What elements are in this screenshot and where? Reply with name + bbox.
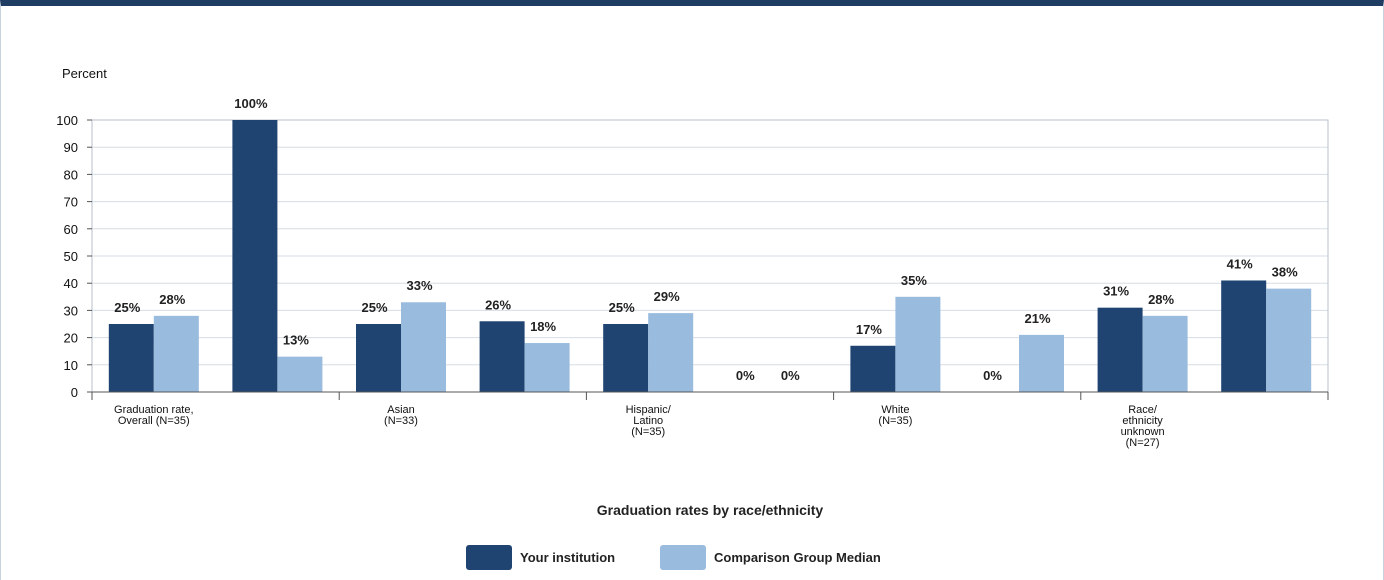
bar xyxy=(1142,315,1188,392)
bar xyxy=(895,296,941,392)
bar xyxy=(232,120,278,392)
legend-swatch xyxy=(660,545,706,570)
bar xyxy=(1019,334,1064,392)
y-tick-label: 30 xyxy=(64,303,78,318)
y-tick-label: 100 xyxy=(56,113,78,128)
legend-label: Comparison Group Median xyxy=(714,550,881,565)
legend-swatch xyxy=(466,545,512,570)
bar xyxy=(648,313,694,392)
data-label: 0% xyxy=(736,368,755,383)
y-tick-label: 50 xyxy=(64,249,78,264)
data-label: 18% xyxy=(530,319,556,334)
x-tick-label: Hispanic/Latino (N=35) xyxy=(626,404,672,438)
y-axis-label: Percent xyxy=(62,66,107,81)
data-label: 100% xyxy=(234,96,268,111)
data-label: 31% xyxy=(1103,284,1129,299)
bar xyxy=(277,356,323,392)
bar xyxy=(1221,280,1267,392)
data-label: 26% xyxy=(485,297,511,312)
y-tick-label: 90 xyxy=(64,140,78,155)
bar xyxy=(479,321,525,392)
data-label: 13% xyxy=(283,333,309,348)
bar xyxy=(108,324,154,392)
y-tick-label: 40 xyxy=(64,276,78,291)
x-tick-label: Asian (N=33) xyxy=(384,404,418,427)
y-tick-label: 20 xyxy=(64,331,78,346)
x-tick-label: Race/ethnicity unknown (N=27) xyxy=(1121,404,1165,449)
y-axis: 0 10 20 30 40 50 60 70 80 90 100 xyxy=(56,113,92,400)
data-label: 25% xyxy=(609,300,635,315)
data-label: 35% xyxy=(901,273,927,288)
data-label: 0% xyxy=(781,368,800,383)
data-label: 33% xyxy=(406,278,432,293)
data-label: 17% xyxy=(856,322,882,337)
y-tick-label: 70 xyxy=(64,195,78,210)
data-label: 25% xyxy=(361,300,387,315)
x-axis: Graduation rate, Overall (N=35) Asian (N=33… xyxy=(91,391,1329,449)
data-label: 21% xyxy=(1024,311,1050,326)
data-label: 28% xyxy=(1148,292,1174,307)
bar xyxy=(356,324,401,392)
bar xyxy=(850,345,896,392)
bar xyxy=(1266,288,1312,392)
y-tick-label: 60 xyxy=(64,222,78,237)
data-label: 41% xyxy=(1227,256,1253,271)
y-tick-label: 80 xyxy=(64,167,78,182)
data-label: 28% xyxy=(159,292,185,307)
y-tick-label: 10 xyxy=(64,358,78,373)
x-tick-label: Graduation rate, Overall (N=35) xyxy=(114,404,194,427)
data-labels: 25% 28% 100% 13% 25% 33% 26% 18% 25% 29% 0% 0% 17% 35… xyxy=(114,96,1298,383)
data-label: 29% xyxy=(654,289,680,304)
legend: Your institution Comparison Group Median xyxy=(466,545,881,570)
bars xyxy=(108,120,1312,392)
bar xyxy=(524,343,570,392)
bar xyxy=(401,302,446,392)
data-label: 38% xyxy=(1272,265,1298,280)
bar xyxy=(603,324,649,392)
data-label: 0% xyxy=(983,368,1002,383)
data-label: 25% xyxy=(114,300,140,315)
x-axis-label: Graduation rates by race/ethnicity xyxy=(597,502,824,518)
bar xyxy=(1097,307,1143,392)
x-tick-label: White (N=35) xyxy=(878,404,912,427)
legend-label: Your institution xyxy=(520,550,615,565)
y-tick-label: 0 xyxy=(71,385,78,400)
bar xyxy=(153,315,199,392)
